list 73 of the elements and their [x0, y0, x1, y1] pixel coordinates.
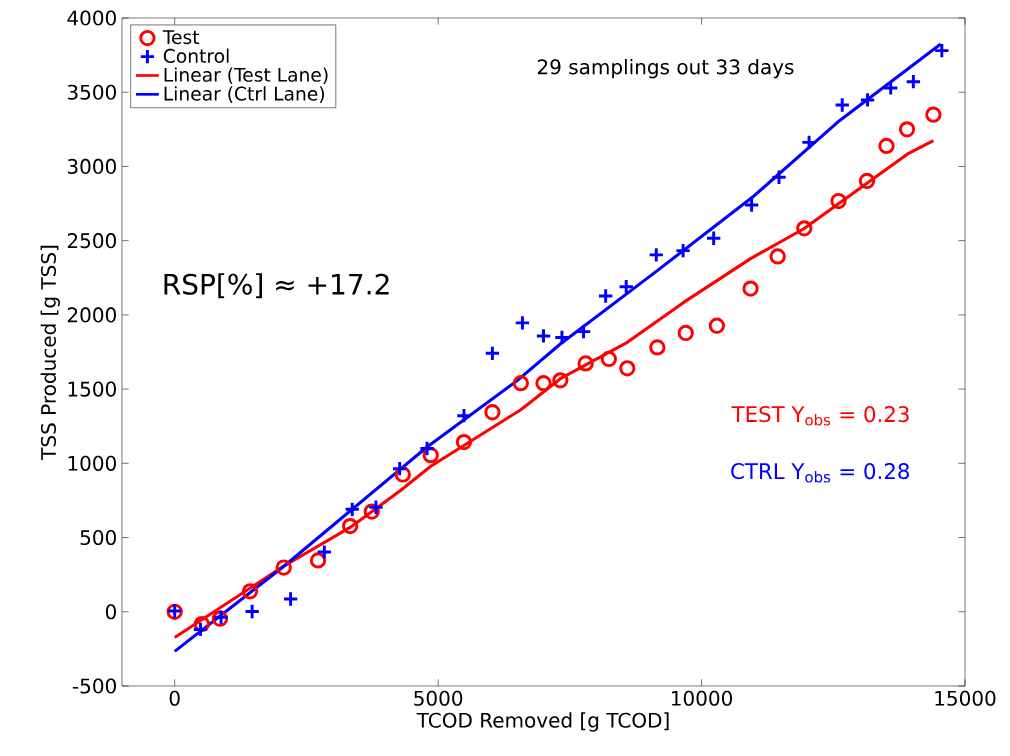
point [859, 91, 876, 109]
point [553, 329, 571, 346]
point [742, 280, 759, 297]
y-axis-title: TSS Produced [g TSS] [40, 245, 60, 460]
annotation: RSP[%] ≈ +17.2 [164, 273, 389, 299]
point [552, 372, 569, 389]
point [882, 79, 899, 97]
point [484, 404, 501, 421]
point [344, 501, 361, 518]
point [597, 287, 614, 305]
x-tick-label: 15000 [935, 690, 996, 706]
y-tick-label: 1000 [68, 455, 116, 471]
point [367, 499, 385, 516]
point [535, 327, 552, 345]
point [618, 278, 635, 295]
point [705, 230, 722, 247]
point [619, 360, 636, 377]
point [674, 242, 692, 259]
point [241, 583, 259, 600]
point [905, 73, 922, 90]
y-tick-label: 500 [80, 529, 116, 546]
point [834, 96, 851, 114]
legend-label: Control [163, 48, 229, 63]
point [933, 42, 950, 59]
point [575, 323, 592, 340]
point [743, 196, 760, 214]
annotation: CTRL Y$_{obs}$ = 0.28 [731, 463, 909, 483]
point [858, 172, 876, 190]
point [649, 339, 666, 356]
y-tick-label: 2500 [67, 233, 116, 249]
x-tick-label: 0 [169, 690, 180, 706]
y-tick-label: -500 [72, 678, 116, 694]
y-tick-label: 3000 [67, 158, 116, 175]
point [535, 375, 552, 392]
point [484, 345, 501, 362]
point [512, 375, 529, 392]
annotation: TEST Y$_{obs}$ = 0.23 [731, 406, 909, 426]
point [418, 440, 436, 457]
point [677, 324, 694, 342]
x-tick-label: 5000 [414, 690, 463, 706]
legend-label: Linear (Test Lane) [164, 67, 328, 85]
legend-label: Linear (Ctrl Lane) [164, 86, 324, 103]
point [796, 220, 813, 237]
point [455, 407, 473, 424]
y-tick-label: 1500 [68, 381, 116, 397]
point [192, 621, 209, 638]
point [275, 559, 292, 576]
point [648, 246, 665, 264]
point [244, 603, 261, 620]
point [769, 248, 786, 265]
point [316, 543, 333, 561]
point [577, 355, 594, 372]
point [600, 350, 617, 368]
point [770, 169, 788, 186]
y-tick-label: 4000 [67, 10, 116, 26]
x-axis-title: TCOD Removed [g TCOD] [416, 712, 669, 732]
y-tick-label: 2000 [67, 307, 116, 323]
point [514, 314, 531, 332]
point [455, 433, 473, 451]
x-tick-label: 10000 [671, 690, 733, 706]
point [830, 192, 847, 210]
point [282, 590, 299, 608]
point [898, 121, 916, 138]
y-tick-label: 0 [105, 604, 116, 620]
annotation: 29 samplings out 33 days [537, 58, 794, 79]
point [342, 517, 359, 535]
point [878, 137, 895, 155]
point [800, 134, 818, 151]
point [925, 106, 942, 123]
point [391, 460, 408, 477]
legend-label: Test [162, 30, 200, 45]
point [708, 317, 725, 334]
y-tick-label: 3500 [67, 84, 116, 100]
